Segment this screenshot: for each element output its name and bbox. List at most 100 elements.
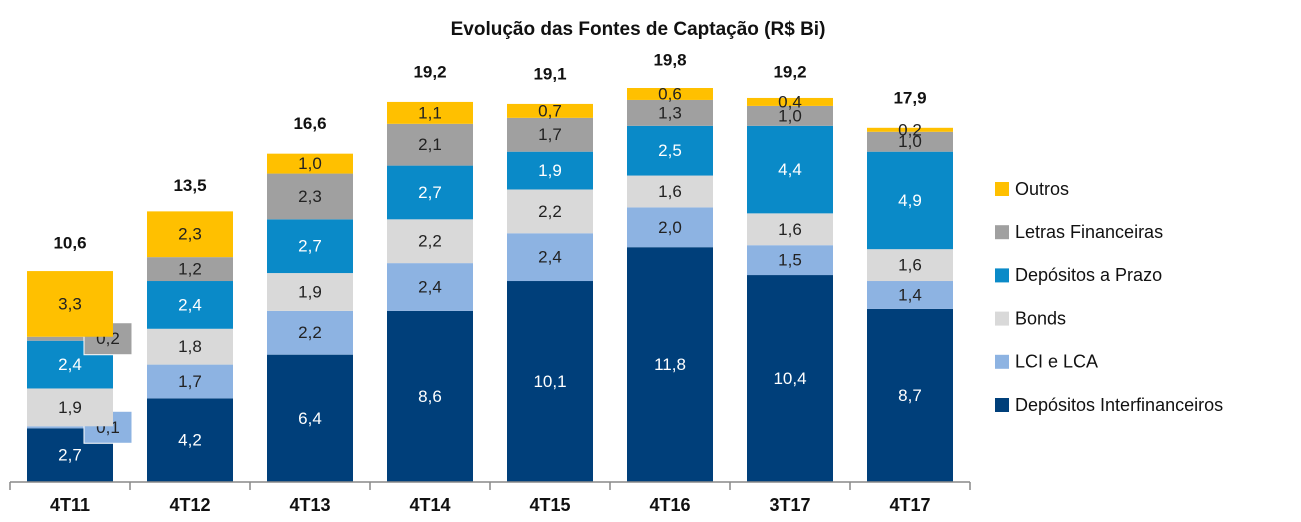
data-label: 1,7 [538, 125, 562, 144]
bar-segment [387, 310, 473, 482]
bar-segment [867, 281, 953, 309]
data-label: 1,9 [58, 398, 82, 417]
bar-segment [507, 233, 593, 282]
bar-segment [507, 103, 593, 118]
bar-segment [747, 125, 833, 214]
data-label: 2,4 [178, 295, 202, 314]
total-label: 19,2 [773, 62, 806, 81]
bar-segment [267, 219, 353, 274]
bar-segment [267, 354, 353, 482]
x-tick-label: 3T17 [769, 495, 810, 515]
data-label: 1,6 [898, 256, 922, 275]
data-label: 1,1 [418, 103, 442, 122]
total-label: 19,1 [533, 64, 566, 83]
legend-swatch [995, 398, 1009, 412]
bar-segment [267, 153, 353, 174]
x-tick-label: 4T11 [50, 495, 90, 515]
data-label: 4,4 [778, 160, 802, 179]
x-tick-label: 4T15 [529, 495, 570, 515]
data-label: 10,4 [773, 369, 806, 388]
data-label: 1,9 [298, 282, 322, 301]
legend-swatch [995, 268, 1009, 283]
bar-segment [867, 308, 953, 482]
total-label: 13,5 [173, 176, 206, 195]
bar-segment [627, 99, 713, 126]
bar-segment [747, 245, 833, 276]
legend-label: Depósitos Interfinanceiros [1015, 395, 1223, 415]
bar-segment [27, 388, 113, 427]
data-label: 1,6 [658, 182, 682, 201]
data-label: 2,7 [298, 237, 322, 256]
total-label: 19,8 [653, 50, 686, 69]
bar-segment [27, 271, 113, 337]
legend-label: Letras Financeiras [1015, 222, 1163, 242]
data-label: 1,5 [778, 251, 802, 270]
data-label: 2,7 [418, 183, 442, 202]
bar-segment [387, 101, 473, 124]
total-label: 17,9 [893, 88, 926, 107]
data-label: 1,2 [178, 260, 202, 279]
data-label: 0,4 [778, 92, 802, 111]
bar-segment [627, 207, 713, 248]
bar-segment [867, 127, 953, 132]
bar-segment [627, 88, 713, 100]
bar-segment [27, 426, 113, 429]
data-label: 2,2 [298, 323, 322, 342]
data-label: 1,7 [178, 372, 202, 391]
total-label: 19,2 [413, 62, 446, 81]
data-label: 1,4 [898, 285, 922, 304]
bar-segment [147, 364, 233, 399]
chart-title: Evolução das Fontes de Captação (R$ Bi) [451, 19, 826, 40]
bar-segment [507, 117, 593, 152]
data-label: 2,4 [58, 355, 82, 374]
legend-swatch [995, 311, 1009, 326]
legend-swatch [995, 182, 1009, 196]
data-label: 8,7 [898, 386, 922, 405]
total-label: 16,6 [293, 114, 326, 133]
legend-swatch [995, 354, 1009, 369]
data-label: 11,8 [654, 355, 686, 374]
data-label: 0,2 [898, 120, 922, 139]
data-label: 2,3 [298, 187, 322, 206]
data-label: 2,7 [58, 446, 82, 465]
bar-segment [387, 123, 473, 166]
legend-label: Depósitos a Prazo [1015, 265, 1162, 285]
total-label: 10,6 [53, 234, 86, 253]
bar-segment [867, 151, 953, 250]
data-label: 0,7 [538, 101, 562, 120]
x-tick-label: 4T13 [289, 495, 330, 515]
bar-segment [747, 97, 833, 106]
bar-segment [267, 173, 353, 220]
data-label: 1,0 [898, 132, 922, 151]
bar-segment [147, 257, 233, 282]
data-label: 1,0 [298, 154, 322, 173]
data-label: 2,2 [418, 232, 442, 251]
data-label: 2,4 [418, 277, 442, 296]
data-label: 1,6 [778, 220, 802, 239]
x-tick-label: 4T12 [169, 495, 210, 515]
data-label: 2,4 [538, 248, 562, 267]
bar-segment [507, 189, 593, 234]
legend-swatch [995, 225, 1009, 240]
bar-segment [747, 213, 833, 246]
bar-segment [867, 249, 953, 282]
data-label: 3,3 [58, 294, 82, 313]
data-label: 1,9 [538, 161, 562, 180]
bar-segment [387, 263, 473, 311]
bar-segment [747, 105, 833, 126]
data-label: 0,6 [658, 84, 682, 103]
x-tick-label: 4T16 [649, 495, 690, 515]
data-label: 2,0 [658, 218, 682, 237]
data-label: 2,5 [658, 141, 682, 160]
data-label: 1,8 [178, 337, 202, 356]
legend-label: Outros [1015, 179, 1069, 199]
bar-segment [387, 219, 473, 264]
bar-segment [627, 175, 713, 208]
data-label: 10,1 [533, 372, 566, 391]
x-tick-label: 4T17 [889, 495, 930, 515]
data-label: 4,9 [898, 191, 922, 210]
data-label: 1,3 [658, 103, 682, 122]
bar-segment [147, 398, 233, 482]
bar-segment [147, 281, 233, 329]
bar-segment [627, 247, 713, 482]
